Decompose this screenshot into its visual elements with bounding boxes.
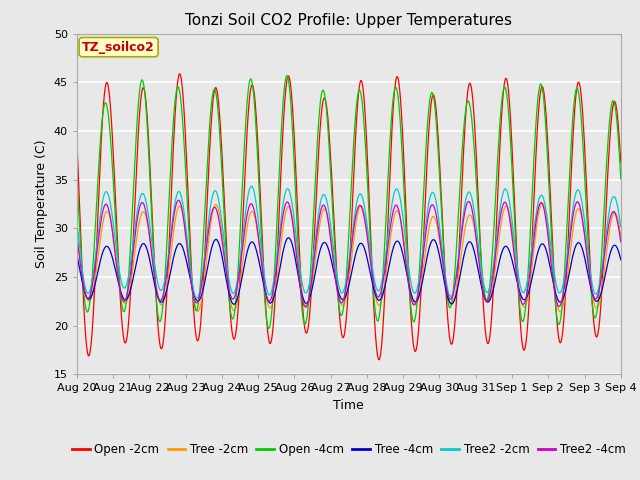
Legend: Open -2cm, Tree -2cm, Open -4cm, Tree -4cm, Tree2 -2cm, Tree2 -4cm: Open -2cm, Tree -2cm, Open -4cm, Tree -4… <box>67 438 630 461</box>
Text: TZ_soilco2: TZ_soilco2 <box>82 41 155 54</box>
Title: Tonzi Soil CO2 Profile: Upper Temperatures: Tonzi Soil CO2 Profile: Upper Temperatur… <box>186 13 512 28</box>
X-axis label: Time: Time <box>333 399 364 412</box>
Y-axis label: Soil Temperature (C): Soil Temperature (C) <box>35 140 48 268</box>
